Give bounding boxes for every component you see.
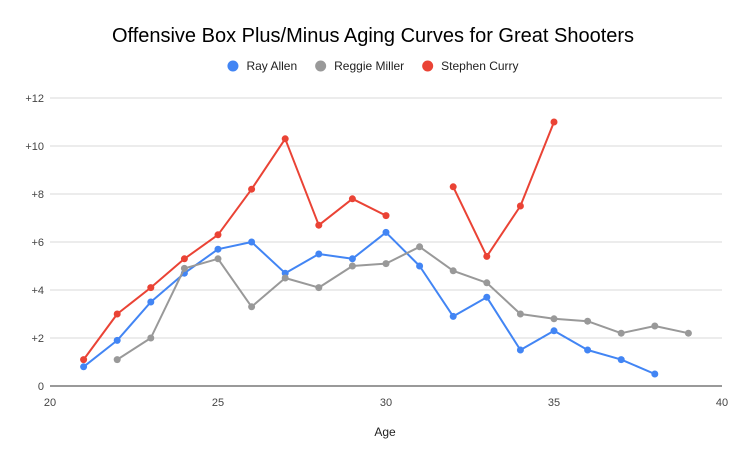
data-point (147, 298, 155, 306)
data-point (315, 250, 323, 258)
x-axis-ticks: 20 25 30 35 40 (44, 397, 728, 409)
data-point (113, 310, 121, 318)
data-point (550, 315, 558, 323)
series-stephen-curry (80, 118, 558, 364)
data-point (315, 284, 323, 292)
data-point (651, 370, 659, 378)
data-point (147, 284, 155, 292)
data-point (248, 185, 256, 193)
data-point (382, 212, 390, 220)
legend-marker (422, 60, 434, 72)
data-point (550, 118, 558, 126)
chart-title: Offensive Box Plus/Minus Aging Curves fo… (112, 25, 634, 47)
x-tick-label: 30 (380, 397, 392, 409)
data-point (214, 245, 222, 253)
x-tick-label: 35 (548, 397, 560, 409)
data-point (315, 221, 323, 229)
data-point (348, 195, 356, 203)
data-point (416, 262, 424, 270)
data-point (281, 269, 289, 277)
legend-label: Stephen Curry (441, 59, 518, 73)
data-point (550, 327, 558, 335)
data-point (348, 262, 356, 270)
x-tick-label: 25 (212, 397, 224, 409)
data-point (449, 312, 457, 320)
series-line (452, 121, 555, 258)
x-tick-label: 40 (716, 397, 728, 409)
legend: Ray Allen Reggie Miller Stephen Curry (227, 59, 519, 73)
legend-item-stephen-curry: Stephen Curry (422, 59, 519, 73)
data-point (651, 322, 659, 330)
data-point (684, 329, 692, 337)
y-tick-label: +10 (25, 141, 44, 153)
series-line (82, 137, 387, 361)
series-line (82, 231, 656, 375)
legend-marker (227, 60, 239, 72)
grid-lines (50, 97, 722, 387)
y-axis-ticks: 0 +2 +4 +6 +8 +10 +12 (25, 93, 44, 393)
data-point (382, 260, 390, 268)
data-point (214, 255, 222, 263)
legend-item-reggie-miller: Reggie Miller (315, 59, 404, 73)
data-point (584, 317, 592, 325)
data-point (483, 252, 491, 260)
data-point (483, 279, 491, 287)
y-tick-label: +12 (25, 93, 44, 105)
series-layer (80, 118, 692, 378)
data-point (449, 183, 457, 191)
data-point (617, 329, 625, 337)
data-point (281, 274, 289, 282)
legend-item-ray-allen: Ray Allen (227, 59, 297, 73)
data-point (281, 135, 289, 143)
x-axis-title: Age (374, 425, 396, 439)
legend-label: Ray Allen (246, 59, 297, 73)
data-point (113, 356, 121, 364)
data-point (416, 243, 424, 251)
data-point (483, 293, 491, 301)
y-tick-label: +8 (31, 189, 44, 201)
data-point (516, 310, 524, 318)
data-point (248, 303, 256, 311)
legend-label: Reggie Miller (334, 59, 404, 73)
x-tick-label: 20 (44, 397, 56, 409)
data-point (449, 267, 457, 275)
data-point (80, 356, 88, 364)
data-point (147, 334, 155, 342)
data-point (382, 228, 390, 236)
series-reggie-miller (113, 243, 692, 364)
y-tick-label: +4 (31, 285, 44, 297)
data-point (516, 346, 524, 354)
data-point (180, 264, 188, 272)
data-point (214, 231, 222, 239)
data-point (248, 238, 256, 246)
data-point (617, 356, 625, 364)
data-point (516, 202, 524, 210)
legend-marker (315, 60, 327, 72)
data-point (80, 363, 88, 371)
y-tick-label: +6 (31, 237, 44, 249)
y-tick-label: +2 (31, 333, 44, 345)
data-point (180, 255, 188, 263)
data-point (584, 346, 592, 354)
series-line (116, 245, 690, 361)
data-point (348, 255, 356, 263)
data-point (113, 336, 121, 344)
y-tick-label: 0 (38, 381, 44, 393)
